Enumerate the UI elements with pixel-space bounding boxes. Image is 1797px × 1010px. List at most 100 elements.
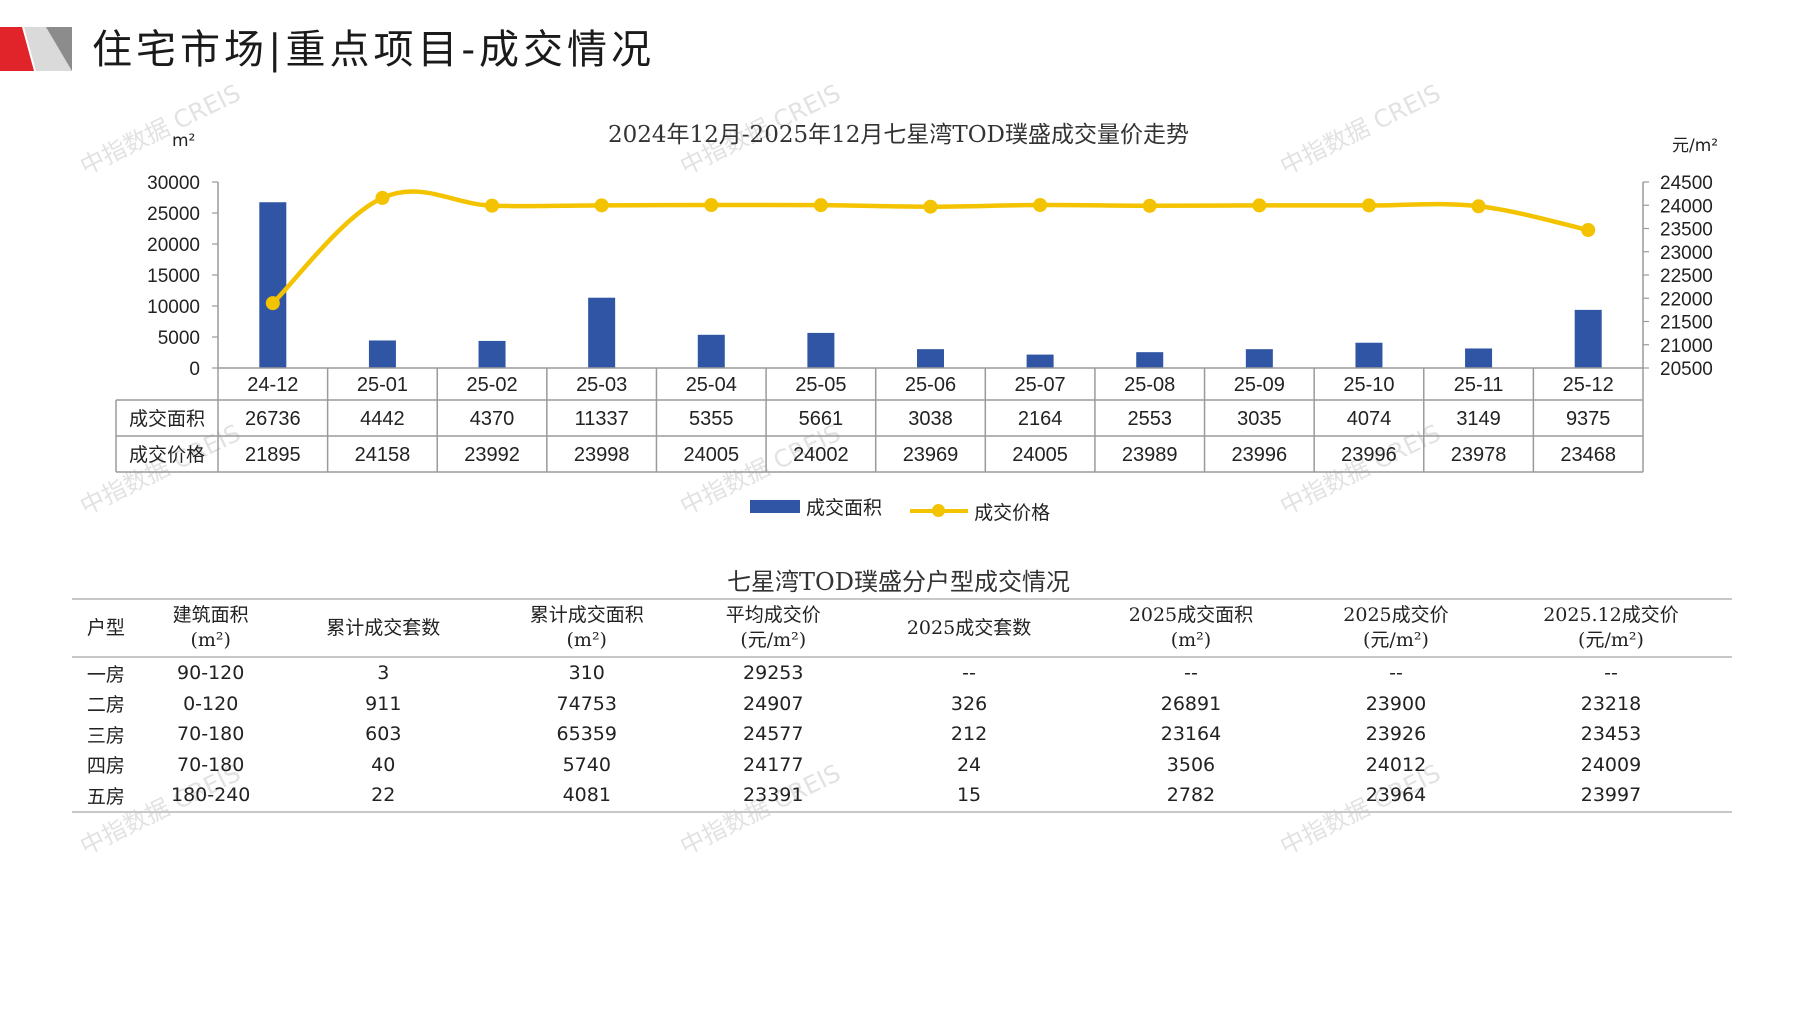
bar: [697, 334, 725, 368]
x-tick-label: 25-10: [1343, 374, 1394, 396]
y-tick-label-right: 24000: [1660, 196, 1713, 217]
table-cell: 二房: [86, 694, 125, 717]
table-cell: 90-120: [177, 662, 245, 685]
legend-label-area: 成交面积: [806, 497, 883, 519]
table-title: 七星湾TOD璞盛分户型成交情况: [727, 568, 1070, 596]
y-tick-label-right: 22000: [1660, 289, 1713, 310]
legend-item-area: 成交面积: [750, 493, 882, 520]
header-accent-shape: [0, 27, 72, 71]
data-table-cell: 5355: [689, 408, 734, 430]
y-tick-label-right: 20500: [1660, 359, 1713, 380]
table-cell: 70-180: [177, 753, 245, 776]
y-tick-label-right: 22500: [1660, 266, 1713, 287]
data-table-cell: 24005: [1012, 444, 1068, 466]
data-table-row-label: 成交价格: [129, 444, 205, 466]
table-cell: 0-120: [183, 692, 239, 715]
table-cell: 四房: [86, 755, 125, 778]
data-table-row-label: 成交面积: [129, 408, 205, 430]
data-table-cell: 3038: [908, 408, 953, 430]
table-row: 二房 0-120 911 74753 24907 326 26891 23900…: [72, 689, 1732, 720]
bar: [478, 340, 506, 368]
table-cell: 24907: [743, 692, 804, 715]
table-cell: 24577: [743, 723, 804, 746]
x-tick-label: 25-07: [1015, 374, 1066, 396]
table-cell: 65359: [556, 723, 617, 746]
price-point: [265, 296, 280, 311]
page-title: 住宅市场|重点项目-成交情况: [92, 27, 655, 73]
chart-legend: 成交面积 成交价格: [750, 493, 1072, 525]
bar: [1136, 352, 1164, 368]
price-point: [1033, 198, 1048, 213]
table-cell: 24012: [1365, 753, 1427, 776]
data-table-cell: 24002: [793, 444, 849, 466]
data-table-cell: 21895: [245, 444, 301, 466]
legend-label-price: 成交价格: [974, 501, 1051, 524]
table-cell: 23997: [1489, 780, 1732, 813]
data-table-cell: 23998: [574, 444, 630, 466]
bar: [1465, 348, 1493, 368]
bar: [1026, 354, 1054, 368]
header-cell: 2025.12成交价 (元/m²): [1489, 598, 1732, 658]
table-cell: 911: [365, 692, 402, 715]
x-tick-label: 25-04: [686, 374, 737, 396]
table-cell: --: [1389, 662, 1403, 685]
price-point: [813, 198, 828, 213]
data-table-cell: 23989: [1122, 444, 1178, 466]
table-row: 三房 70-180 603 65359 24577 212 23164 2392…: [72, 719, 1732, 750]
y-tick-label-left: 20000: [147, 235, 200, 256]
y-tick-label-right: 23500: [1660, 220, 1713, 241]
y-tick-label-left: 10000: [147, 297, 200, 318]
table-cell: 24009: [1580, 753, 1642, 776]
data-table-cell: 2164: [1018, 408, 1063, 430]
data-table-cell: 24005: [683, 444, 739, 466]
bar: [807, 332, 835, 368]
right-axis-unit: 元/m²: [1672, 136, 1719, 156]
bar: [1355, 342, 1383, 368]
table-cell: 23453: [1580, 723, 1642, 746]
bar: [588, 297, 616, 368]
table-cell: --: [1604, 662, 1618, 685]
y-tick-label-left: 30000: [147, 173, 200, 194]
table-row: 一房 90-120 3 310 29253 -- -- -- --: [72, 657, 1732, 689]
table-cell: 三房: [86, 724, 125, 747]
y-tick-label-left: 25000: [147, 204, 200, 225]
table-cell: 603: [365, 723, 402, 746]
data-table-cell: 5661: [799, 408, 844, 430]
y-tick-label-left: 15000: [147, 266, 200, 287]
x-tick-label: 25-11: [1454, 374, 1504, 396]
table-cell: --: [962, 662, 976, 685]
data-table-cell: 3149: [1456, 408, 1501, 430]
bar: [1574, 309, 1602, 368]
table-cell: 24177: [743, 753, 804, 776]
unit-type-table: 户型 建筑面积 (m²) 累计成交套数 累计成交面积 (m²) 平均成交价 (元/m²…: [72, 598, 1732, 813]
table-row: 五房 180-240 22 4081 23391 15 2782 23964 2…: [72, 780, 1732, 813]
header-cell: 建筑面积 (m²): [139, 598, 282, 658]
table-cell: 23391: [688, 780, 859, 813]
table-cell: 15: [858, 780, 1080, 813]
table-cell: 5740: [562, 753, 611, 776]
combo-chart: 30000 25000 20000 15000 10000 5000 0 2450024000…: [115, 173, 1713, 473]
left-axis-unit: m²: [172, 131, 196, 151]
y-tick-label-right: 21000: [1660, 336, 1713, 357]
bar: [259, 202, 287, 368]
table-cell: 40: [371, 753, 396, 776]
data-table-cell: 4074: [1347, 408, 1392, 430]
table-cell: 24: [956, 753, 982, 776]
y-tick-label-left: 0: [189, 359, 200, 380]
x-tick-label: 25-05: [795, 374, 846, 396]
y-tick-label-right: 21500: [1660, 313, 1713, 334]
table-cell: 23900: [1365, 692, 1427, 715]
data-table-cell: 26736: [245, 408, 301, 430]
y-tick-label-left: 5000: [158, 328, 200, 349]
data-table-cell: 23468: [1560, 444, 1616, 466]
bar: [1245, 349, 1273, 368]
data-table-cell: 23969: [903, 444, 959, 466]
x-tick-label: 25-01: [357, 374, 408, 396]
y-tick-label-right: 23000: [1660, 243, 1713, 264]
header-cell: 户型: [72, 598, 140, 658]
data-table-cell: 23978: [1451, 444, 1507, 466]
x-tick-label: 25-09: [1234, 374, 1285, 396]
data-table-cell: 11337: [575, 408, 629, 430]
data-table-cell: 9375: [1566, 408, 1611, 430]
bar: [368, 340, 396, 368]
